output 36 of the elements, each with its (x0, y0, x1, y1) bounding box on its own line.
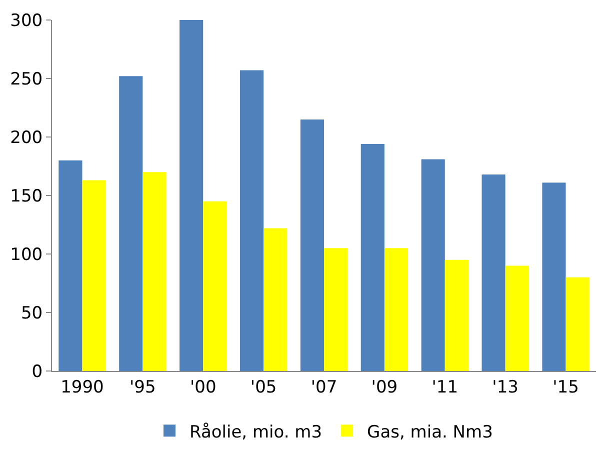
bar (264, 228, 288, 371)
bar (180, 20, 204, 371)
y-tick-label: 300 (10, 10, 43, 31)
bar (542, 182, 566, 371)
y-tick-label: 250 (10, 69, 43, 90)
y-tick-label: 50 (20, 303, 43, 324)
bar (82, 180, 106, 371)
bar (482, 174, 506, 371)
bar (566, 277, 590, 371)
y-tick-label: 100 (10, 244, 43, 265)
bar (119, 76, 143, 371)
bar (421, 159, 445, 371)
legend-label: Råolie, mio. m3 (190, 422, 322, 442)
x-tick-label: '11 (432, 377, 458, 398)
bar (360, 144, 384, 371)
bar (384, 248, 408, 371)
x-tick-label: '13 (492, 377, 518, 398)
bar (300, 119, 324, 371)
bar (203, 201, 227, 371)
bar (142, 172, 166, 371)
y-tick-label: 0 (32, 362, 43, 382)
x-tick-label: '05 (250, 377, 277, 398)
x-tick-label: 1990 (60, 377, 104, 398)
x-tick-label: '95 (130, 377, 156, 398)
bar (444, 260, 468, 371)
bar (505, 266, 529, 371)
legend-label: Gas, mia. Nm3 (367, 422, 493, 442)
y-tick-label: 150 (10, 186, 43, 206)
bar (324, 248, 348, 371)
y-tick-label: 200 (10, 128, 43, 148)
x-tick-label: '00 (190, 377, 216, 398)
x-tick-label: '15 (552, 377, 579, 398)
bar (240, 70, 264, 371)
x-tick-label: '09 (371, 377, 398, 398)
bar (58, 160, 82, 371)
x-tick-label: '07 (310, 377, 338, 398)
